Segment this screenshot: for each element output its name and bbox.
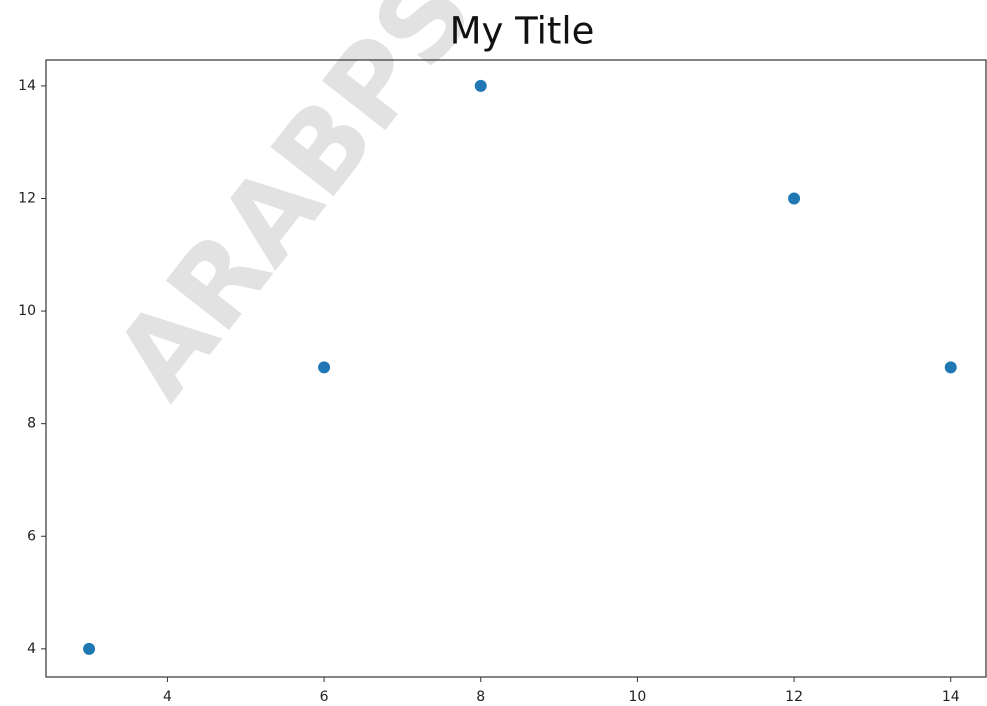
x-tick-label: 10 <box>629 689 647 705</box>
x-tick-label: 6 <box>320 689 329 705</box>
y-tick-label: 6 <box>27 528 36 544</box>
y-tick-label: 10 <box>18 303 36 319</box>
x-tick-label: 8 <box>476 689 485 705</box>
point <box>474 79 487 92</box>
y-tick-label: 12 <box>18 190 36 206</box>
x-tick-label: 12 <box>785 689 803 705</box>
y-tick-label: 14 <box>18 78 36 94</box>
y-tick-label: 8 <box>27 416 36 432</box>
x-tick-label: 14 <box>942 689 960 705</box>
y-tick-label: 4 <box>27 641 36 657</box>
watermark: ARABPS <box>90 0 498 421</box>
plot-frame <box>45 59 987 678</box>
x-tick-label: 4 <box>163 689 172 705</box>
chart-title: My Title <box>450 10 595 53</box>
point <box>944 361 957 374</box>
point <box>83 642 96 655</box>
point <box>788 192 801 205</box>
point <box>318 361 331 374</box>
